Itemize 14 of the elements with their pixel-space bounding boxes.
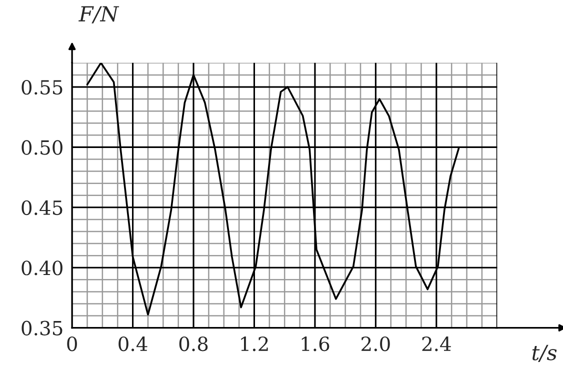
x-tick-label: 0.4 <box>118 336 148 352</box>
y-tick-label: 0.55 <box>22 80 62 95</box>
x-tick-label: 2.0 <box>362 336 390 352</box>
y-tick-label: 0.40 <box>22 260 62 276</box>
x-axis-title: t/s <box>532 344 557 362</box>
x-tick-label: 0 <box>67 336 77 352</box>
x-tick-label: 2.4 <box>422 336 451 352</box>
x-tick-label: 0.8 <box>179 336 208 352</box>
x-tick-label: 1.2 <box>241 336 268 352</box>
y-tick-label: 0.45 <box>22 200 62 216</box>
y-axis-title: F/N <box>78 6 120 24</box>
y-tick-label: 0.35 <box>22 320 62 336</box>
x-tick-label: 1.6 <box>302 336 330 352</box>
y-tick-label: 0.50 <box>22 140 62 155</box>
